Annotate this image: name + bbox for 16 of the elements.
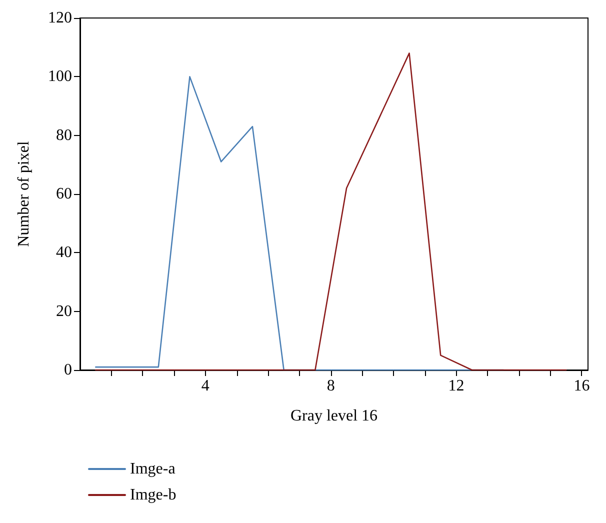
x-tick-label: 16 bbox=[574, 378, 590, 394]
y-tick-label: 60 bbox=[56, 186, 72, 202]
y-tick-label: 80 bbox=[56, 126, 72, 144]
y-tick-label: 0 bbox=[64, 362, 72, 378]
y-tick-label: 100 bbox=[48, 68, 72, 86]
y-tick-label: 120 bbox=[48, 10, 72, 26]
x-tick-label: 4 bbox=[201, 378, 210, 394]
x-tick-label: 12 bbox=[448, 378, 464, 394]
y-axis-title: Number of pixel bbox=[16, 140, 32, 247]
legend-label: Imge-a bbox=[130, 460, 176, 478]
line-series bbox=[95, 52, 567, 371]
legend-label: Imge-b bbox=[130, 486, 176, 504]
x-tick-label: 8 bbox=[326, 378, 335, 394]
y-tick-label: 40 bbox=[56, 244, 72, 262]
x-axis-title: Gray level 16 bbox=[290, 408, 378, 424]
y-tick-label: 20 bbox=[56, 302, 72, 320]
